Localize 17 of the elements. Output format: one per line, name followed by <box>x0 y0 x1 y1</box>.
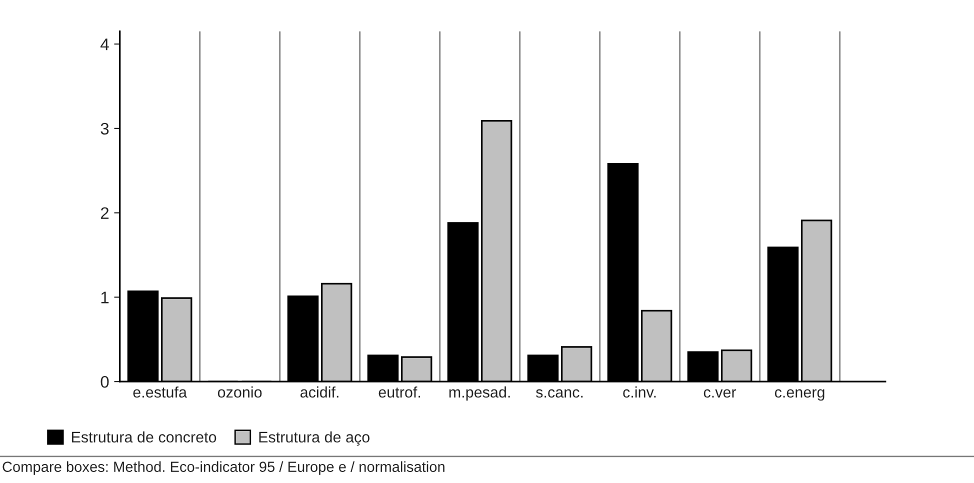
legend-label: Estrutura de concreto <box>72 431 216 443</box>
text: Compare boxes: Method. Eco-indicator 95 / Europe e / normalisation <box>2 461 444 475</box>
y-tick-label: 4 <box>100 38 109 50</box>
x-tick-label: acidif. <box>300 386 338 398</box>
x-tick-label: eutrof. <box>378 386 420 398</box>
y-tick-label: 0 <box>100 376 109 388</box>
x-tick-label: e.estufa <box>133 386 187 398</box>
x-tick-label: c.energ <box>774 389 824 401</box>
x-tick-label: ozonio <box>218 386 262 398</box>
legend-label: Estrutura de aço <box>259 431 370 446</box>
x-tick-label: m.pesad. <box>449 386 510 401</box>
y-tick-label: 1 <box>101 292 109 304</box>
y-tick-label: 3 <box>100 122 109 135</box>
x-tick-label: c.ver <box>704 389 736 398</box>
x-tick-label: c.inv. <box>623 386 656 398</box>
x-tick-label: s.canc. <box>536 389 583 398</box>
y-tick-label: 2 <box>100 207 109 219</box>
